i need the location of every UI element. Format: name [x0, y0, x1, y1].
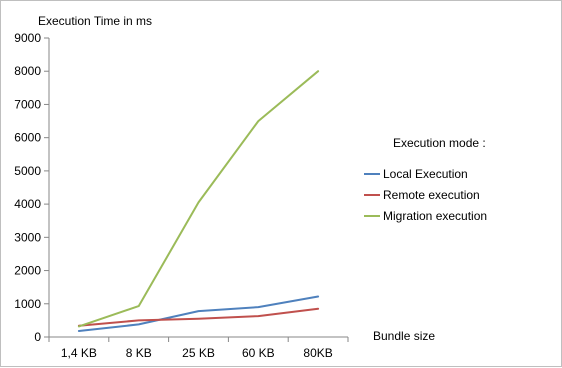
- y-ticks: 0 1000 2000 3000 4000 5000 6000 7000 8000 9000: [14, 31, 49, 344]
- legend-label: Migration execution: [383, 209, 487, 223]
- legend-title: Execution mode :: [393, 136, 486, 150]
- y-tick-label: 1000: [14, 297, 41, 311]
- series-line: [77, 70, 320, 328]
- y-tick-label: 7000: [14, 97, 41, 111]
- y-axis-title: Execution Time in ms: [38, 14, 152, 28]
- x-axis-title: Bundle size: [373, 329, 435, 343]
- x-tick-label: 60 KB: [242, 346, 275, 360]
- legend-label: Local Execution: [383, 167, 468, 181]
- x-tick-label: 8 KB: [126, 346, 152, 360]
- y-tick-label: 5000: [14, 164, 41, 178]
- y-tick-label: 0: [34, 330, 41, 344]
- x-tick-label: 25 KB: [182, 346, 215, 360]
- series-line: [77, 307, 320, 327]
- legend-label: Remote execution: [383, 188, 480, 202]
- x-ticks: 1,4 KB 8 KB 25 KB 60 KB 80KB: [48, 337, 349, 360]
- y-tick-label: 3000: [14, 230, 41, 244]
- y-tick-label: 2000: [14, 264, 41, 278]
- legend: Local Execution Remote execution Migration…: [364, 167, 487, 223]
- y-tick-label: 4000: [14, 197, 41, 211]
- y-tick-label: 8000: [14, 64, 41, 78]
- x-tick-label: 80KB: [303, 346, 332, 360]
- series-line: [77, 295, 320, 332]
- x-tick-label: 1,4 KB: [61, 346, 97, 360]
- y-tick-label: 9000: [14, 31, 41, 45]
- series-lines: [77, 70, 320, 332]
- y-tick-label: 6000: [14, 131, 41, 145]
